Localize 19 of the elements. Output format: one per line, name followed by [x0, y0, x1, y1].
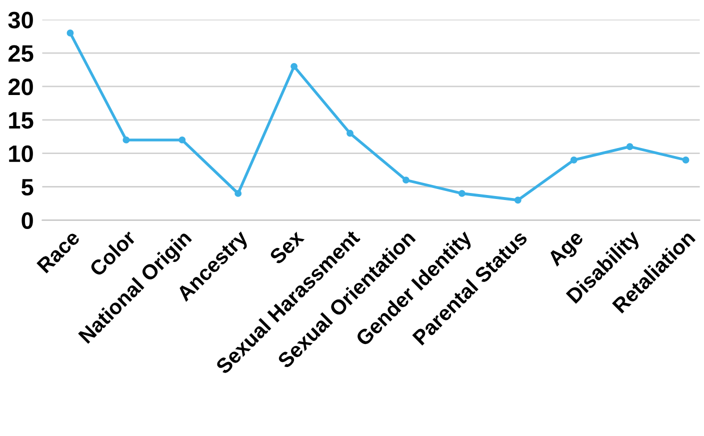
point — [234, 190, 242, 197]
y-tick-label: 15 — [9, 112, 34, 129]
y-tick-label: 0 — [22, 212, 33, 229]
point — [458, 190, 466, 197]
y-tick-label: 30 — [8, 12, 33, 28]
point — [178, 136, 186, 144]
point — [514, 196, 522, 204]
point — [66, 30, 74, 36]
point — [626, 143, 634, 150]
y-tick-label: 5 — [22, 179, 34, 196]
y-tick-label: 10 — [9, 145, 33, 162]
point — [570, 156, 578, 164]
point — [122, 136, 130, 144]
point — [346, 130, 354, 137]
point — [290, 62, 298, 70]
point — [682, 156, 690, 164]
point — [402, 176, 410, 184]
y-tick-label: 20 — [8, 78, 33, 96]
y-tick-label: 25 — [8, 45, 34, 62]
